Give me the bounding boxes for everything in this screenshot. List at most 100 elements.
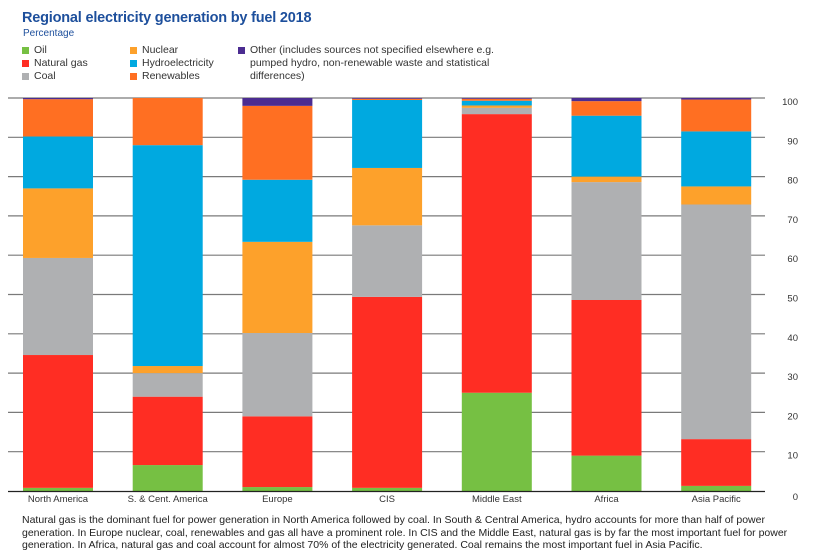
bar-segment-africa-natural-gas: [571, 300, 642, 456]
y-tick-label: 90: [787, 136, 798, 147]
bar-segment-middle-east-nuclear: [461, 105, 532, 108]
bar-segment-s-cent-america-renewables: [132, 98, 203, 146]
bar-segment-africa-other: [571, 98, 642, 102]
bar-segment-cis-nuclear: [352, 167, 423, 226]
x-tick-label: Asia Pacific: [692, 494, 741, 505]
x-tick-label: Africa: [594, 494, 619, 505]
y-tick-label: 70: [787, 215, 798, 226]
x-tick-label: S. & Cent. America: [128, 494, 209, 505]
bar-segment-europe-natural-gas: [242, 416, 313, 488]
bar-segment-north-america-coal: [23, 257, 93, 356]
legend-label-other: Other (includes sources not specified el…: [250, 44, 494, 82]
bar-segment-s-cent-america-natural-gas: [132, 396, 203, 466]
chart-subtitle: Percentage: [23, 28, 75, 39]
y-tick-label: 0: [793, 492, 798, 503]
bar-segment-asia-pacific-other: [681, 98, 752, 100]
bar-segment-s-cent-america-hydroelectricity: [132, 145, 203, 367]
legend-label-natural-gas: Natural gas: [34, 57, 88, 69]
bar-segment-middle-east-natural-gas: [461, 114, 532, 393]
bar-segment-asia-pacific-natural-gas: [681, 439, 752, 486]
legend-swatch-nuclear: [130, 47, 137, 54]
legend-label-nuclear: Nuclear: [142, 44, 179, 56]
bar-segment-north-america-natural-gas: [23, 355, 93, 488]
bar-segment-europe-hydroelectricity: [242, 179, 313, 242]
bar-segment-north-america-hydroelectricity: [23, 136, 93, 189]
bar-segment-africa-oil: [571, 455, 642, 491]
bar-segment-africa-renewables: [571, 101, 642, 116]
bar-group-africa: [571, 98, 642, 491]
bar-segment-north-america-other: [23, 98, 93, 100]
bar-segment-africa-coal: [571, 182, 642, 301]
y-tick-label: 30: [787, 372, 798, 383]
legend-item-renewables: Renewables: [130, 70, 200, 83]
bar-segment-middle-east-oil: [461, 392, 532, 491]
bar-segment-cis-natural-gas: [352, 296, 423, 488]
legend-swatch-oil: [22, 47, 29, 54]
chart-caption: Natural gas is the dominant fuel for pow…: [22, 514, 788, 551]
legend-item-nuclear: Nuclear: [130, 44, 178, 57]
bar-segment-middle-east-coal: [461, 107, 532, 115]
bar-segment-north-america-oil: [23, 487, 93, 491]
x-tick-label: Middle East: [472, 494, 522, 505]
bar-segment-asia-pacific-oil: [681, 485, 752, 491]
y-tick-label: 80: [787, 176, 798, 187]
bar-segment-s-cent-america-oil: [132, 465, 203, 491]
y-axis: 0 10 20 30 40 50 60 70 80 90 100: [782, 97, 798, 503]
x-axis: North America S. & Cent. America Europe CIS…: [8, 490, 765, 505]
bar-segment-middle-east-renewables: [461, 98, 532, 101]
bar-group-europe: [242, 98, 313, 491]
bar-group-asia-pacific: [681, 98, 752, 491]
legend-label-renewables: Renewables: [142, 70, 200, 82]
stacked-bar-chart: North America S. & Cent. America Europe CIS…: [8, 97, 798, 505]
bars: [23, 98, 752, 491]
bar-segment-africa-nuclear: [571, 176, 642, 183]
legend-item-other: Other (includes sources not specified el…: [238, 44, 510, 83]
bar-segment-cis-renewables: [352, 98, 423, 100]
legend-item-coal: Coal: [22, 70, 56, 83]
legend-label-coal: Coal: [34, 70, 56, 82]
x-tick-label: North America: [28, 494, 89, 505]
bar-segment-europe-oil: [242, 487, 313, 491]
bar-segment-middle-east-hydroelectricity: [461, 100, 532, 106]
bar-segment-cis-hydroelectricity: [352, 99, 423, 168]
bar-segment-asia-pacific-nuclear: [681, 186, 752, 205]
bar-segment-europe-other: [242, 98, 313, 106]
chart-title: Regional electricity generation by fuel …: [22, 10, 312, 26]
bar-segment-asia-pacific-coal: [681, 204, 752, 440]
x-tick-label: CIS: [379, 494, 395, 505]
bar-segment-asia-pacific-renewables: [681, 99, 752, 132]
legend-label-oil: Oil: [34, 44, 47, 56]
y-tick-label: 20: [787, 411, 798, 422]
bar-segment-north-america-renewables: [23, 99, 93, 137]
bar-segment-cis-coal: [352, 225, 423, 297]
bar-segment-europe-renewables: [242, 105, 313, 180]
legend-swatch-coal: [22, 73, 29, 80]
legend-swatch-hydroelectricity: [130, 60, 137, 67]
bar-segment-s-cent-america-nuclear: [132, 366, 203, 374]
bar-segment-cis-other: [352, 98, 423, 99]
legend-swatch-other: [238, 47, 245, 54]
x-tick-label: Europe: [262, 494, 293, 505]
bar-segment-cis-oil: [352, 487, 423, 491]
legend-item-hydroelectricity: Hydroelectricity: [130, 57, 214, 70]
legend-label-hydroelectricity: Hydroelectricity: [142, 57, 214, 69]
bar-segment-europe-coal: [242, 333, 313, 417]
bar-segment-europe-nuclear: [242, 241, 313, 334]
y-tick-label: 10: [787, 451, 798, 462]
bar-group-cis: [352, 98, 423, 491]
y-tick-label: 100: [782, 97, 798, 108]
bar-segment-middle-east-other: [461, 98, 532, 99]
bar-segment-africa-hydroelectricity: [571, 115, 642, 177]
y-tick-label: 60: [787, 254, 798, 265]
bar-group-north-america: [23, 98, 93, 491]
legend-item-natural-gas: Natural gas: [22, 57, 88, 70]
bar-segment-s-cent-america-coal: [132, 373, 203, 397]
y-tick-label: 50: [787, 294, 798, 305]
bar-group-s-cent-america: [132, 98, 203, 491]
bar-segment-north-america-nuclear: [23, 188, 93, 258]
bar-group-middle-east: [461, 98, 532, 491]
bar-segment-asia-pacific-hydroelectricity: [681, 131, 752, 187]
legend-swatch-natural-gas: [22, 60, 29, 67]
y-tick-label: 40: [787, 333, 798, 344]
legend-swatch-renewables: [130, 73, 137, 80]
